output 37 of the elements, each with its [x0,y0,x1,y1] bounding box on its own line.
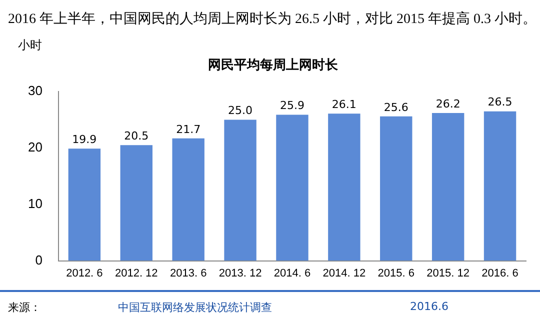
data-label: 26.1 [332,98,356,111]
bar [120,145,152,261]
x-tick-label: 2013. 12 [218,267,262,280]
bar [380,116,412,261]
bar [328,114,360,261]
data-label: 26.5 [488,96,512,109]
chart-title: 网民平均每周上网时长 [208,58,339,74]
y-tick-label: 30 [28,83,42,98]
source-note: 来源： [8,300,41,315]
bar [68,148,101,261]
bar [172,138,204,261]
x-tick-label: 2015. 6 [378,267,414,280]
bar [276,114,308,261]
data-label: 26.2 [436,97,460,110]
x-tick-label: 2012. 12 [114,267,158,280]
bar [224,120,256,261]
bar [484,111,516,261]
text: 2016 年上半年，中国网民的人均周上网时长为 26.5 小时，对比 2015 年提高 0.3 小时。 [8,10,536,28]
x-tick-label: 2014. 12 [322,267,366,280]
text: 中国互联网络发展状况统计调查 [118,300,272,315]
x-tick-label: 2013. 6 [170,267,207,280]
data-label: 20.5 [124,130,149,143]
bar [432,113,464,261]
y-axis-title: 小时 [18,38,42,52]
y-tick-label: 20 [28,140,42,155]
data-label: 19.9 [72,132,97,146]
x-tick-label: 2014. 6 [274,267,311,280]
data-label: 25.9 [280,99,304,112]
x-tick-label: 2015. 12 [426,267,470,280]
data-label: 25.0 [228,104,253,118]
x-tick-label: 2012. 6 [66,267,103,280]
y-tick-label: 0 [35,252,42,268]
data-label: 25.6 [384,100,408,114]
data-label: 21.7 [176,122,201,136]
y-tick-label: 10 [28,196,42,211]
x-tick-label: 2016. 6 [482,267,518,280]
text: 2016.6 [410,300,448,313]
